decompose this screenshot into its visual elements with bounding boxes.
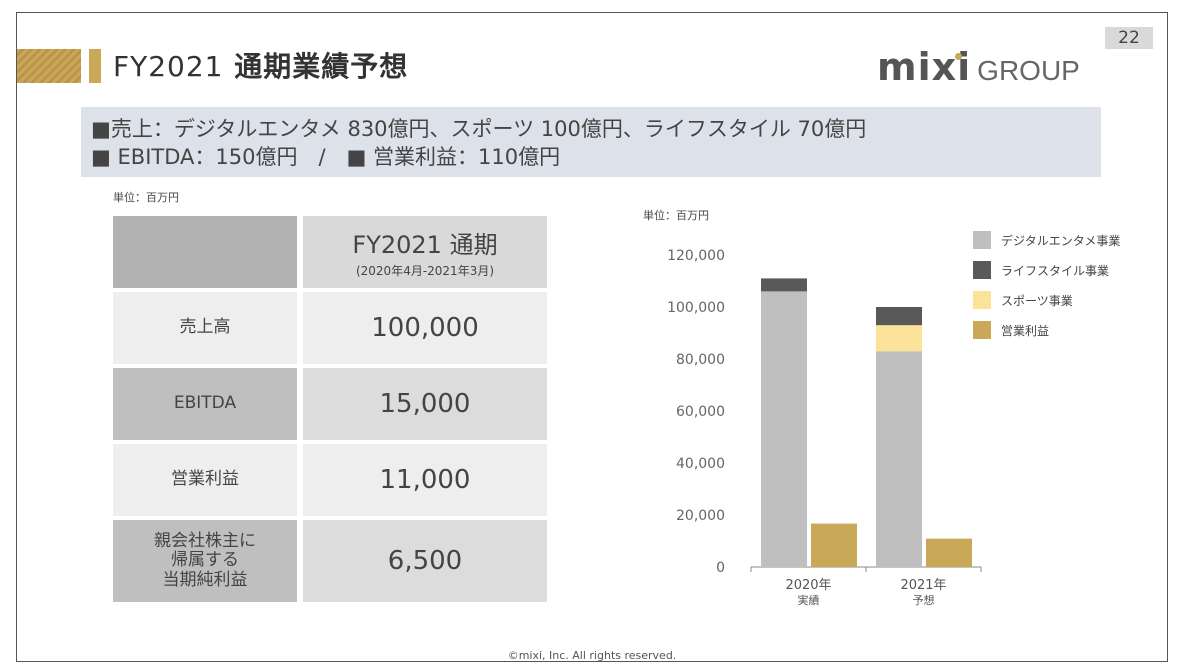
y-tick-label: 120,000 <box>667 248 725 264</box>
x-category-sublabel: 予想 <box>913 593 935 607</box>
slide-title-prefix: FY2021 <box>113 50 224 83</box>
legend-swatch <box>973 261 991 279</box>
logo-dot-icon <box>955 53 962 60</box>
chart-unit-label: 単位：百万円 <box>643 208 709 222</box>
operating-profit-bar <box>811 523 857 567</box>
table-unit-label: 単位：百万円 <box>113 191 179 204</box>
legend-label: スポーツ事業 <box>1001 294 1073 308</box>
period-title: FY2021 通期 <box>352 231 498 259</box>
stacked-bar-segment <box>761 291 807 567</box>
row-value-net-income: 6,500 <box>303 520 547 602</box>
row-label-ebitda: EBITDA <box>113 368 297 440</box>
y-tick-label: 0 <box>716 560 725 576</box>
row-value-ebitda: 15,000 <box>303 368 547 440</box>
x-category-label: 2021年 <box>900 578 946 593</box>
stacked-bar-segment <box>876 351 922 567</box>
y-tick-label: 80,000 <box>676 352 725 368</box>
y-tick-label: 40,000 <box>676 456 725 472</box>
row-label-net-income: 親会社株主に 帰属する 当期純利益 <box>113 520 297 602</box>
slide-title-suffix: 通期業績予想 <box>234 50 409 83</box>
legend-label: ライフスタイル事業 <box>1001 264 1109 278</box>
row-value-sales: 100,000 <box>303 292 547 364</box>
stacked-bar-segment <box>761 278 807 292</box>
operating-profit-bar <box>926 538 972 567</box>
summary-profit-line: ■ EBITDA：150億円 / ■ 営業利益：110億円 <box>91 145 561 169</box>
logo-mixi-text: mixi <box>877 45 972 89</box>
stacked-bar-segment <box>876 325 922 352</box>
y-tick-label: 100,000 <box>667 300 725 316</box>
y-tick-label: 20,000 <box>676 508 725 524</box>
legend-label: 営業利益 <box>1001 324 1049 338</box>
legend-swatch <box>973 291 991 309</box>
x-category-sublabel: 実績 <box>798 593 820 607</box>
y-tick-label: 60,000 <box>676 404 725 420</box>
table-header-blank <box>113 216 297 288</box>
copyright-footer: ©mixi, Inc. All rights reserved. <box>507 649 677 662</box>
title-decoration-band <box>17 49 81 83</box>
stacked-bar-segment <box>876 307 922 326</box>
title-accent-bar <box>89 49 101 83</box>
slide-frame: 22 FY2021 通期業績予想 mixi GROUP ■売上：デジタルエンタメ … <box>16 12 1168 662</box>
row-label-sales: 売上高 <box>113 292 297 364</box>
legend-swatch <box>973 321 991 339</box>
row-label-operating-profit: 営業利益 <box>113 444 297 516</box>
summary-box: ■売上：デジタルエンタメ 830億円、スポーツ 100億円、ライフスタイル 70… <box>81 107 1101 177</box>
logo-group-text: GROUP <box>977 55 1080 86</box>
legend-label: デジタルエンタメ事業 <box>1001 233 1120 248</box>
summary-sales-line: ■売上：デジタルエンタメ 830億円、スポーツ 100億円、ライフスタイル 70… <box>91 117 867 141</box>
period-range: (2020年4月-2021年3月) <box>355 264 495 278</box>
stacked-bar-chart: 単位：百万円 0 20,000 40,000 60,000 80,000 100,000 12… <box>643 208 1120 607</box>
x-category-label: 2020年 <box>785 578 831 593</box>
row-value-operating-profit: 11,000 <box>303 444 547 516</box>
slide-title: FY2021 通期業績予想 <box>113 45 408 85</box>
table-header-period: FY2021 通期 (2020年4月-2021年3月) <box>303 216 547 288</box>
legend-swatch <box>973 231 991 249</box>
page-number: 22 <box>1105 27 1153 49</box>
mixi-group-logo: mixi GROUP <box>877 45 1080 89</box>
